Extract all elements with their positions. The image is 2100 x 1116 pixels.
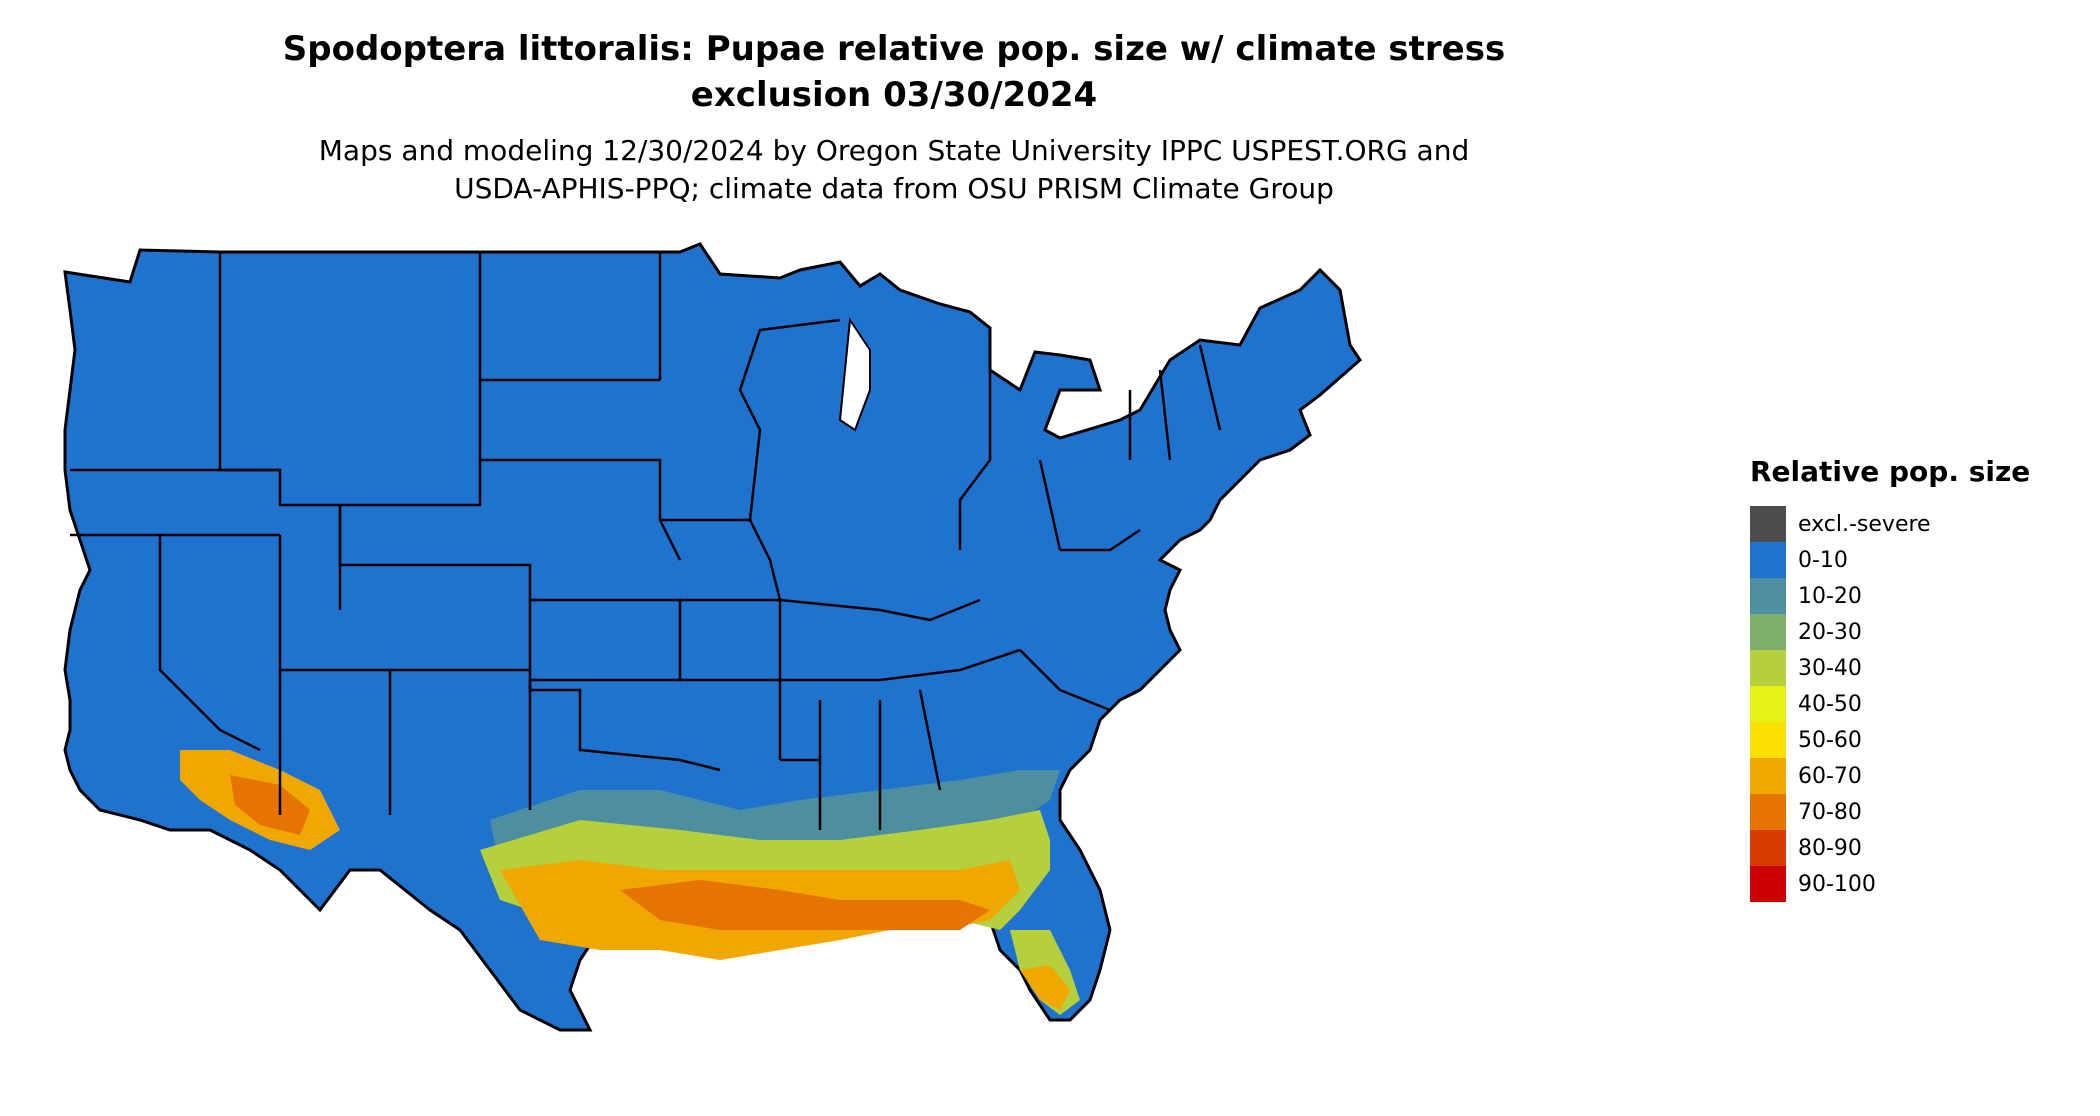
legend-title: Relative pop. size [1750,455,2031,488]
legend-label: 60-70 [1798,763,1862,789]
legend-item: 20-30 [1750,614,2030,650]
title-block: Spodoptera littoralis: Pupae relative po… [0,26,1788,208]
legend-swatch [1750,758,1786,794]
legend-swatch [1750,866,1786,902]
legend-swatch [1750,578,1786,614]
zone-70-80 [620,880,990,930]
legend-item: 60-70 [1750,758,2030,794]
legend-items: excl.-severe 0-10 10-20 20-30 30-40 40-50 50-6… [1750,506,2030,902]
map-title-line-2: exclusion 03/30/2024 [690,75,1098,115]
legend-item: 0-10 [1750,542,2030,578]
legend: Relative pop. size excl.-severe 0-10 10-20… [1750,455,2030,902]
zone-southwest-hot [230,775,310,835]
legend-item: excl.-severe [1750,506,2030,542]
us-map [63,242,1362,1032]
map-subtitle-line-2: USDA-APHIS-PPQ; climate data from OSU PR… [454,172,1334,205]
legend-label: excl.-severe [1798,511,1931,537]
state-borders [70,252,1222,830]
legend-swatch [1750,686,1786,722]
map-subtitle-line-1: Maps and modeling 12/30/2024 by Oregon S… [318,134,1470,167]
legend-item: 80-90 [1750,830,2030,866]
legend-label: 0-10 [1798,547,1848,573]
legend-label: 30-40 [1798,655,1862,681]
legend-item: 50-60 [1750,722,2030,758]
legend-swatch [1750,830,1786,866]
legend-item: 30-40 [1750,650,2030,686]
legend-label: 20-30 [1798,619,1862,645]
legend-swatch [1750,542,1786,578]
legend-label: 50-60 [1798,727,1862,753]
legend-swatch [1750,722,1786,758]
lake-michigan [838,317,871,432]
legend-label: 40-50 [1798,691,1862,717]
legend-swatch [1750,614,1786,650]
legend-item: 40-50 [1750,686,2030,722]
legend-label: 80-90 [1798,835,1862,861]
legend-item: 10-20 [1750,578,2030,614]
legend-label: 10-20 [1798,583,1862,609]
legend-swatch [1750,506,1786,542]
legend-label: 70-80 [1798,799,1862,825]
map-title-line-1: Spodoptera littoralis: Pupae relative po… [282,29,1506,69]
legend-swatch [1750,794,1786,830]
legend-item: 90-100 [1750,866,2030,902]
legend-swatch [1750,650,1786,686]
zone-florida-hot [1020,965,1070,1010]
legend-label: 90-100 [1798,871,1876,897]
legend-item: 70-80 [1750,794,2030,830]
